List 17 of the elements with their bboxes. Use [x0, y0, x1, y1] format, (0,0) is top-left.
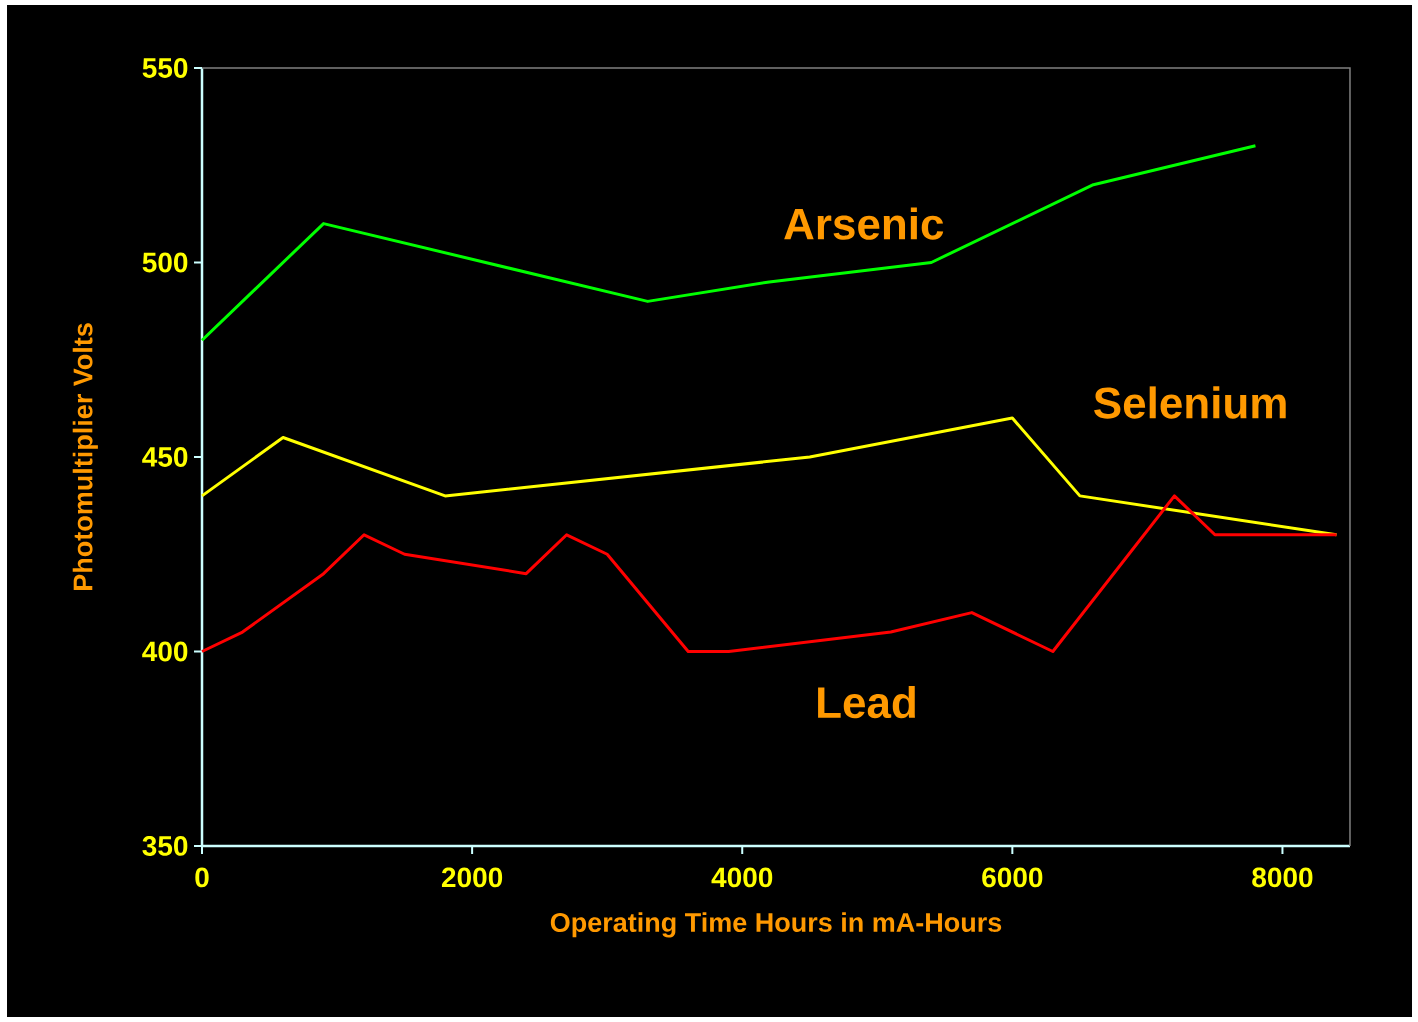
x-tick-label: 0: [195, 867, 209, 888]
line-series: [200, 144, 1257, 342]
y-tick-label: 350: [142, 836, 188, 856]
line-series: [200, 494, 1338, 653]
x-axis-title: Operating Time Hours in mA-Hours: [550, 912, 1002, 938]
y-axis-title: Photomultiplier Volts: [72, 323, 98, 590]
series-label: Selenium: [1094, 386, 1286, 419]
y-tick-label: 500: [142, 252, 188, 273]
series-label: Lead: [818, 685, 915, 719]
x-tick-label: 8000: [1252, 867, 1313, 888]
y-tick-label: 450: [142, 447, 188, 467]
series-label: Arsenic: [784, 207, 944, 240]
x-tick-label: 2000: [441, 867, 503, 888]
x-tick-label: 6000: [982, 867, 1043, 888]
y-tick-label: 400: [142, 641, 188, 662]
x-tick-label: 4000: [711, 867, 773, 888]
y-tick-label: 550: [142, 58, 188, 78]
